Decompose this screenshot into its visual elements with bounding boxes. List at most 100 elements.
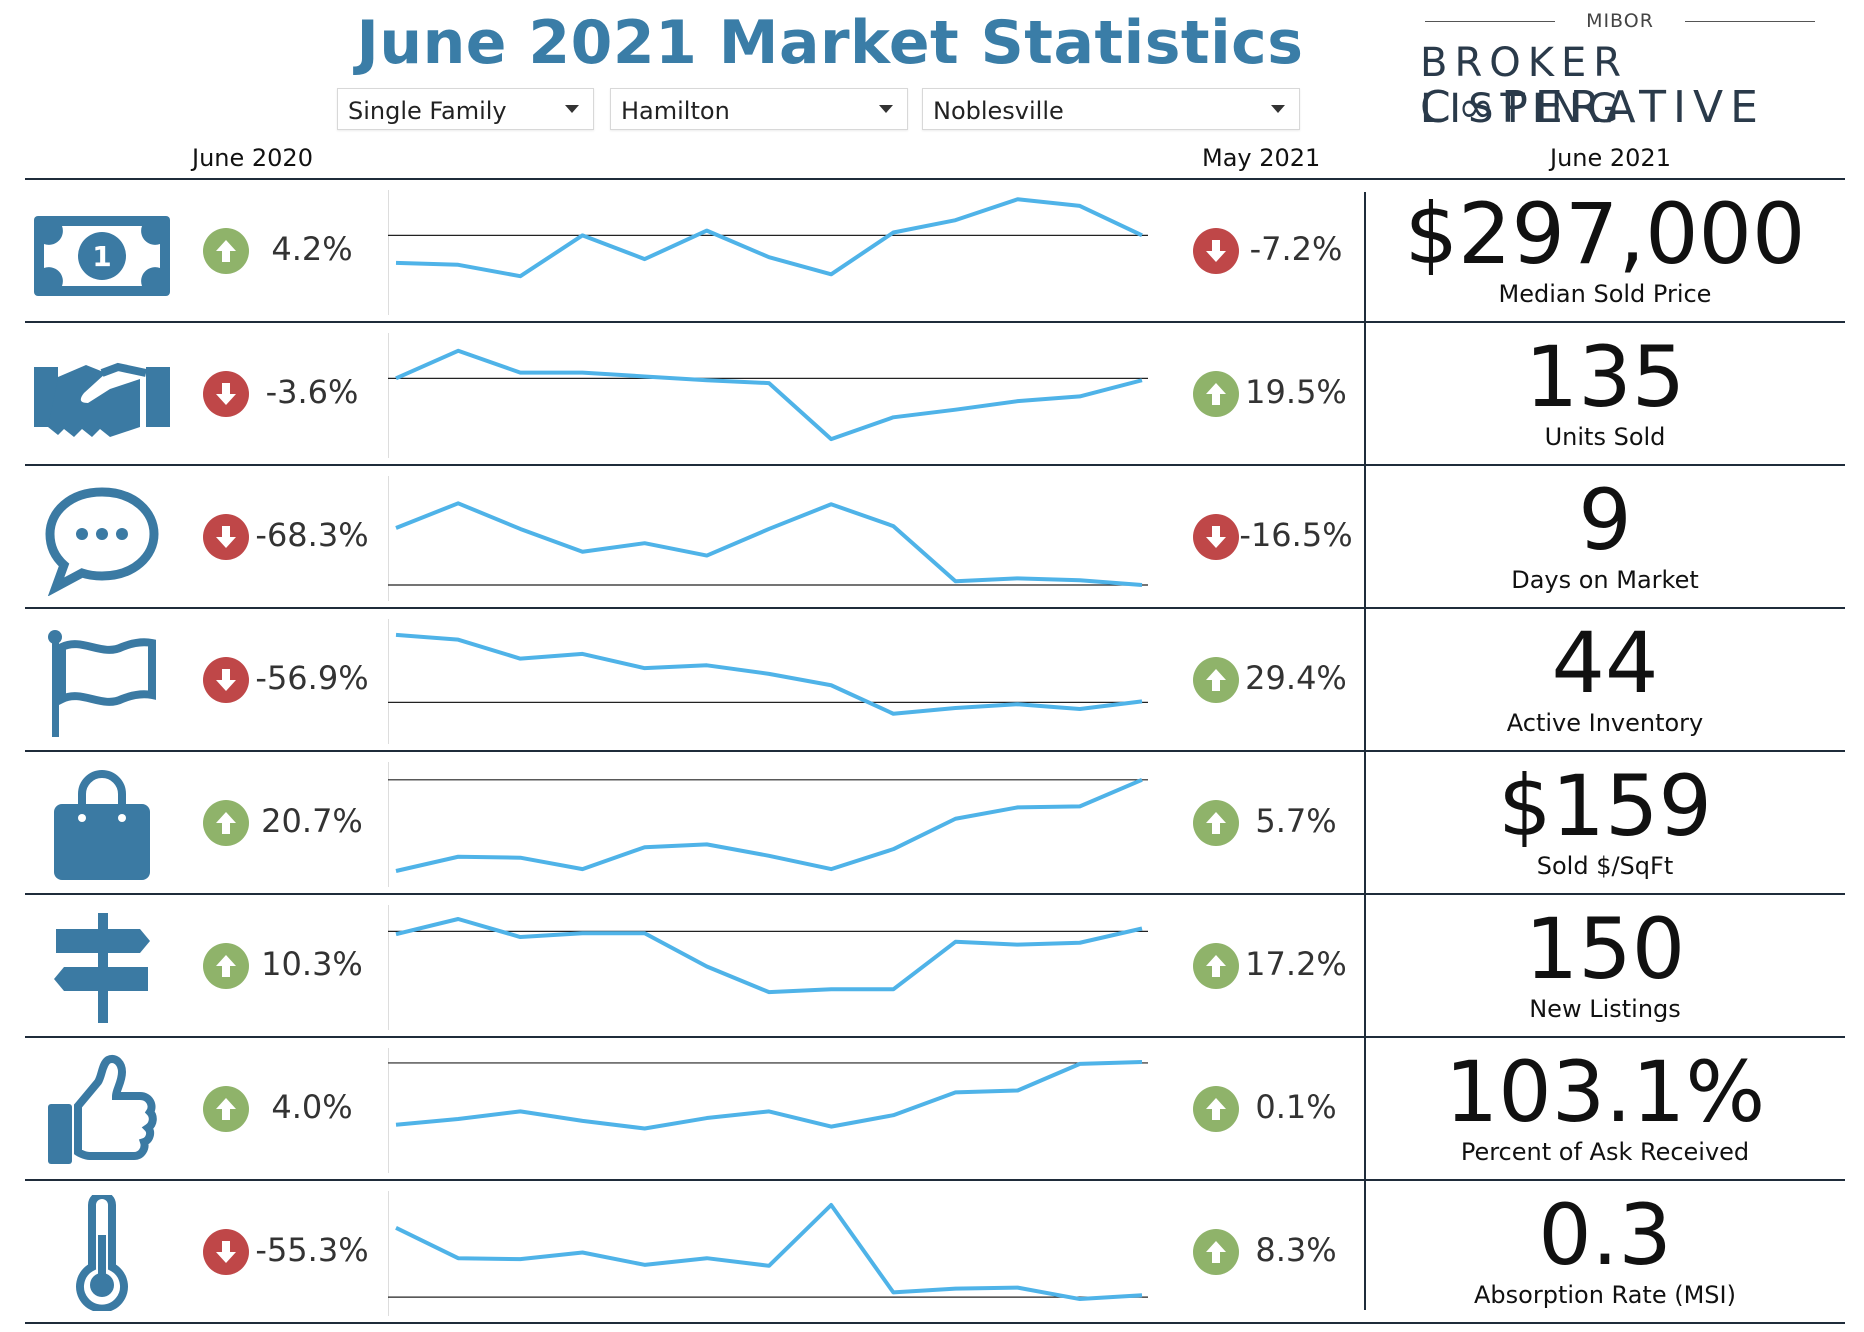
mom-change: 29.4% <box>1245 659 1347 697</box>
row-divider <box>25 464 1845 466</box>
stat-row: -68.3% -16.5% 9 Days on Market <box>0 466 1864 609</box>
flag-icon <box>30 623 174 739</box>
row-divider <box>25 1036 1845 1038</box>
metric-value: 9 <box>1578 471 1632 569</box>
column-header-may-2021: May 2021 <box>1202 144 1321 172</box>
row-divider <box>25 321 1845 323</box>
arrow-up-icon <box>1193 1229 1239 1275</box>
yoy-change: 20.7% <box>261 802 363 840</box>
logo-line-2: C∞PERATIVE <box>1420 82 1765 133</box>
stat-row: -55.3% 8.3% 0.3 Absorption Rate (MSI) <box>0 1181 1864 1324</box>
arrow-up-icon <box>1193 1086 1239 1132</box>
sparkline-chart <box>388 197 1148 279</box>
stat-row: 20.7% 5.7% $159 Sold $/SqFt <box>0 752 1864 895</box>
metric-value: $159 <box>1498 757 1712 855</box>
metric-value: 150 <box>1524 900 1686 998</box>
arrow-down-icon <box>203 514 249 560</box>
arrow-up-icon <box>203 800 249 846</box>
sparkline-series <box>395 1060 1143 1131</box>
sparkline-series <box>395 632 1143 716</box>
signpost-icon <box>30 909 174 1025</box>
yoy-change: 10.3% <box>261 945 363 983</box>
metric-label: Absorption Rate (MSI) <box>1474 1281 1736 1309</box>
county-dropdown[interactable]: Hamilton <box>610 88 908 130</box>
metric-label: Median Sold Price <box>1498 280 1712 308</box>
yoy-change: -56.9% <box>255 659 369 697</box>
column-header-june-2021: June 2021 <box>1550 144 1671 172</box>
mom-change: 8.3% <box>1255 1231 1337 1269</box>
metric-label: Units Sold <box>1544 423 1666 451</box>
arrow-up-icon <box>203 1086 249 1132</box>
row-divider <box>25 178 1845 180</box>
arrow-up-icon <box>1193 657 1239 703</box>
sparkline-chart <box>388 1060 1148 1131</box>
logo-line-1: BROKER LISTING <box>1420 40 1629 132</box>
arrow-up-icon <box>1193 943 1239 989</box>
metric-label: Days on Market <box>1511 566 1699 594</box>
sparkline-series <box>395 197 1143 279</box>
yoy-change: -3.6% <box>265 373 359 411</box>
yoy-change: 4.2% <box>271 230 353 268</box>
metric-label: Percent of Ask Received <box>1460 1138 1750 1166</box>
metric-label: New Listings <box>1529 995 1681 1023</box>
stat-row: -56.9% 29.4% 44 Active Inventory <box>0 609 1864 752</box>
metric-value: 44 <box>1551 614 1659 712</box>
metric-value: $297,000 <box>1404 185 1806 283</box>
chevron-down-icon <box>565 105 579 113</box>
yoy-change: -55.3% <box>255 1231 369 1269</box>
sparkline-chart <box>388 348 1148 442</box>
arrow-down-icon <box>203 371 249 417</box>
sparkline-series <box>395 501 1143 587</box>
metric-label: Active Inventory <box>1506 709 1704 737</box>
metric-label: Sold $/SqFt <box>1536 852 1674 880</box>
chevron-down-icon <box>1271 105 1285 113</box>
stat-row: 4.0% 0.1% 103.1% Percent of Ask Received <box>0 1038 1864 1181</box>
row-divider <box>25 893 1845 895</box>
page-title: June 2021 Market Statistics <box>356 8 1304 78</box>
city-value: Noblesville <box>933 97 1064 125</box>
sparkline-chart <box>388 632 1148 716</box>
row-divider <box>25 1322 1845 1324</box>
sparkline-chart <box>388 777 1148 873</box>
thumbsup-icon <box>30 1052 174 1168</box>
arrow-down-icon <box>203 657 249 703</box>
mom-change: -7.2% <box>1249 230 1343 268</box>
arrow-up-icon <box>1193 371 1239 417</box>
money-icon: 1 <box>30 194 174 310</box>
sparkline-series <box>395 1203 1143 1302</box>
row-divider <box>25 1179 1845 1181</box>
mom-change: 17.2% <box>1245 945 1347 983</box>
yoy-change: 4.0% <box>271 1088 353 1126</box>
sparkline-series <box>395 917 1143 995</box>
svg-text:1: 1 <box>92 240 111 273</box>
logo-mibor: MIBOR <box>1425 10 1815 34</box>
chat-icon <box>30 480 174 597</box>
stat-row: 10.3% 17.2% 150 New Listings <box>0 895 1864 1038</box>
city-dropdown[interactable]: Noblesville <box>922 88 1300 130</box>
column-header-june-2020: June 2020 <box>192 144 313 172</box>
mom-change: 5.7% <box>1255 802 1337 840</box>
property-type-dropdown[interactable]: Single Family <box>337 88 594 130</box>
sparkline-series <box>395 348 1143 442</box>
sparkline-chart <box>388 1203 1148 1302</box>
handshake-icon <box>30 337 174 453</box>
arrow-down-icon <box>1193 514 1239 560</box>
thermometer-icon <box>30 1191 174 1313</box>
sparkline-chart <box>388 917 1148 995</box>
arrow-up-icon <box>1193 800 1239 846</box>
stat-row: -3.6% 19.5% 135 Units Sold <box>0 323 1864 466</box>
metric-value: 0.3 <box>1538 1186 1672 1284</box>
yoy-change: -68.3% <box>255 516 369 554</box>
row-divider <box>25 750 1845 752</box>
metric-value: 135 <box>1524 328 1686 426</box>
sparkline-series <box>395 777 1143 873</box>
arrow-up-icon <box>203 943 249 989</box>
row-divider <box>25 607 1845 609</box>
county-value: Hamilton <box>621 97 730 125</box>
sparkline-chart <box>388 501 1148 587</box>
stat-row: 1 4.2% -7.2% $297,000 Median Sold Price <box>0 180 1864 323</box>
property-type-value: Single Family <box>348 97 507 125</box>
mom-change: -16.5% <box>1239 516 1353 554</box>
arrow-up-icon <box>203 228 249 274</box>
arrow-down-icon <box>1193 228 1239 274</box>
